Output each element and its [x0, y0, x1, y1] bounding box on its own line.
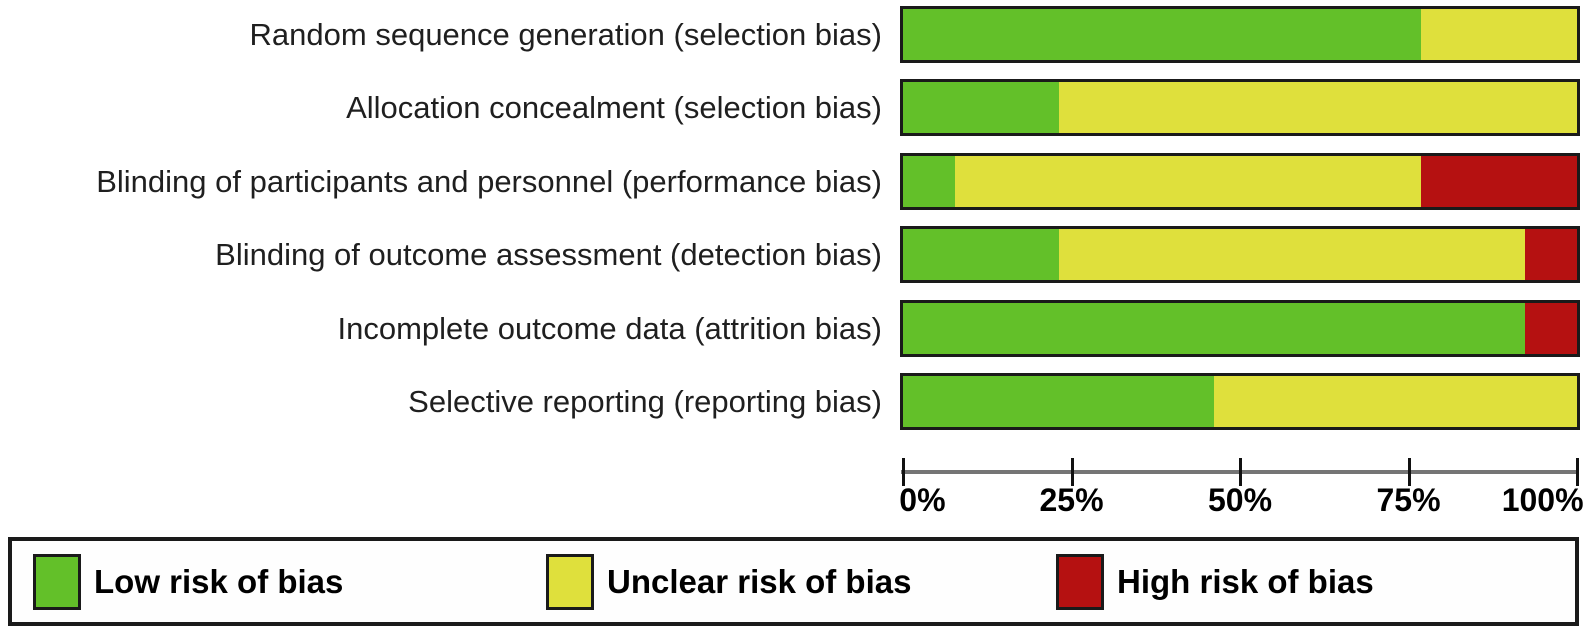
axis-tick-label: 75% [1376, 482, 1441, 518]
axis-tick-label: 0% [899, 482, 946, 518]
bar-segment-low [903, 229, 1059, 281]
row-label: Blinding of outcome assessment (detectio… [215, 237, 882, 273]
legend-label: Low risk of bias [94, 562, 344, 600]
legend-label: High risk of bias [1117, 562, 1374, 600]
stacked-bar [900, 79, 1580, 137]
axis-tick [1070, 458, 1074, 486]
bar-segment-unclear [954, 155, 1422, 207]
legend: Low risk of bias Unclear risk of bias High… [8, 537, 1579, 626]
legend-item-low: Low risk of bias [33, 541, 343, 622]
bar-segment-low [903, 302, 1526, 354]
legend-swatch-unclear [546, 553, 594, 610]
bar-segment-low [903, 82, 1059, 134]
axis-tick-label: 50% [1207, 482, 1273, 518]
bar-segment-unclear [1214, 376, 1577, 427]
x-axis: 0% 25% 50% 75% 100% [899, 455, 1584, 520]
axis-tick-label: 100% [1501, 482, 1584, 518]
bar-row: Blinding of participants and personnel (… [0, 152, 1588, 210]
bar-segment-unclear [1058, 229, 1526, 281]
bar-segment-unclear [1058, 82, 1577, 134]
bar-segment-high [1525, 302, 1577, 354]
bar-row: Incomplete outcome data (attrition bias) [0, 299, 1588, 357]
legend-item-unclear: Unclear risk of bias [546, 541, 911, 622]
legend-label: Unclear risk of bias [607, 562, 912, 600]
stacked-bar [900, 373, 1580, 430]
bar-segment-high [1421, 155, 1577, 207]
bar-row: Blinding of outcome assessment (detectio… [0, 226, 1588, 284]
axis-tick [902, 458, 905, 486]
row-label: Incomplete outcome data (attrition bias) [337, 310, 883, 346]
row-label: Blinding of participants and personnel (… [96, 163, 882, 199]
row-label: Random sequence generation (selection bi… [249, 17, 882, 52]
legend-item-high: High risk of bias [1056, 541, 1374, 622]
legend-swatch-low [33, 553, 81, 610]
stacked-bar [900, 152, 1580, 210]
bar-segment-unclear [1421, 9, 1577, 60]
bar-row: Allocation concealment (selection bias) [0, 79, 1588, 137]
axis-tick-label: 25% [1039, 482, 1104, 518]
bar-row: Selective reporting (reporting bias) [0, 373, 1588, 430]
bar-segment-low [903, 155, 955, 207]
bar-segment-high [1525, 229, 1577, 281]
bar-row: Random sequence generation (selection bi… [0, 6, 1588, 63]
axis-tick [1239, 458, 1242, 486]
bar-segment-low [903, 9, 1422, 60]
legend-swatch-high [1056, 553, 1104, 610]
row-label: Selective reporting (reporting bias) [408, 384, 882, 419]
axis-tick [1407, 458, 1411, 486]
row-label: Allocation concealment (selection bias) [346, 90, 882, 126]
stacked-bar [900, 299, 1580, 357]
axis-tick [1576, 458, 1579, 486]
stacked-bar [900, 6, 1580, 63]
bar-segment-low [903, 376, 1215, 427]
stacked-bar [900, 226, 1580, 284]
